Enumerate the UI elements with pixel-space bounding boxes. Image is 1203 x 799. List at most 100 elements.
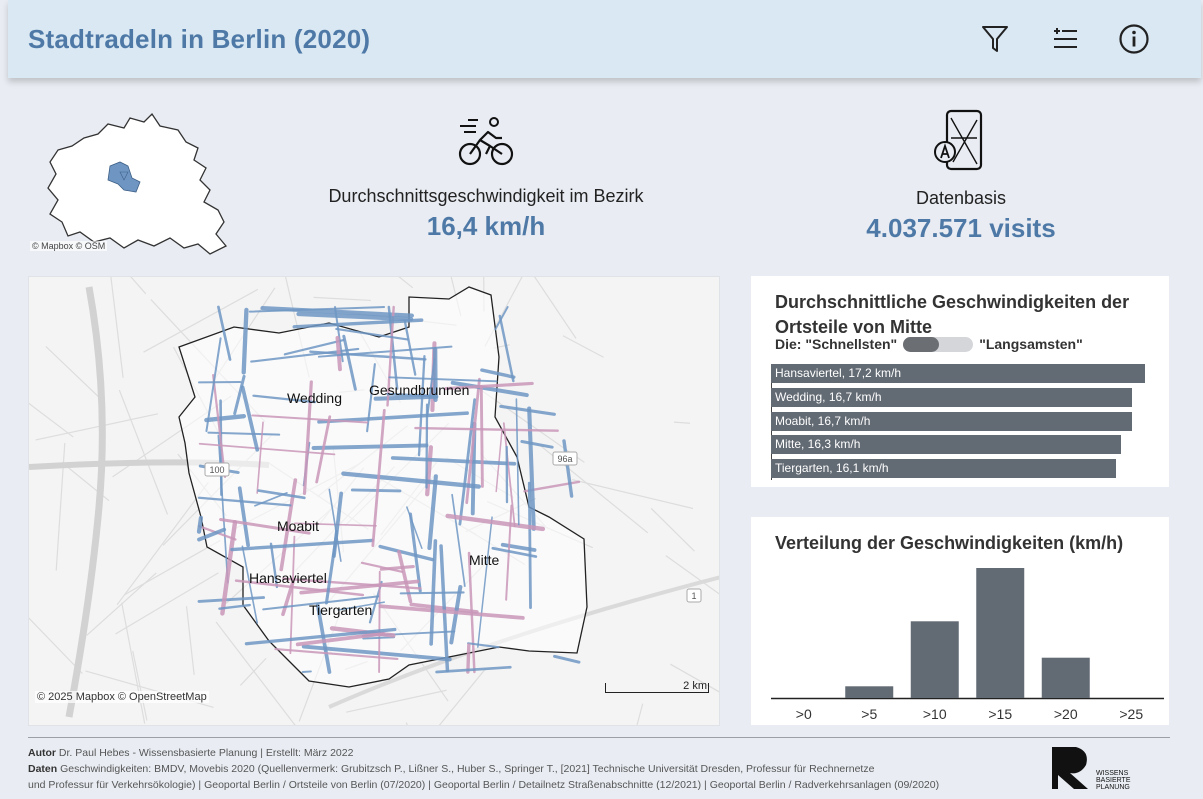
bike-route-segment[interactable] — [292, 318, 424, 329]
filter-icon[interactable] — [978, 22, 1012, 56]
bike-route-segment[interactable] — [212, 373, 227, 478]
info-icon[interactable] — [1117, 22, 1151, 56]
bike-route-segment[interactable] — [248, 306, 386, 313]
bike-route-segment[interactable] — [425, 445, 434, 497]
histogram-bar[interactable] — [1041, 657, 1090, 698]
bike-route-segment[interactable] — [234, 579, 365, 597]
bike-route-segment[interactable] — [403, 319, 417, 376]
ranking-bar-row[interactable]: Mitte, 16,3 km/h — [771, 435, 1151, 455]
bike-route-segment[interactable] — [465, 377, 481, 505]
legend-list-icon[interactable] — [1048, 22, 1082, 56]
bike-route-segment[interactable] — [311, 443, 429, 450]
bike-route-segment[interactable] — [388, 376, 498, 383]
histogram-bar[interactable] — [910, 621, 959, 698]
bike-route-segment[interactable] — [406, 506, 423, 549]
bike-route-segment[interactable] — [252, 394, 317, 404]
ranking-bar-row[interactable]: Tiergarten, 16,1 km/h — [771, 459, 1151, 479]
bike-route-segment[interactable] — [553, 654, 581, 664]
bike-route-segment[interactable] — [427, 474, 438, 551]
bike-route-segment[interactable] — [520, 439, 554, 449]
bike-route-segment[interactable] — [466, 643, 471, 674]
bike-route-segment[interactable] — [445, 513, 546, 532]
bike-route-segment[interactable] — [197, 496, 292, 507]
bike-route-segment[interactable] — [295, 631, 386, 647]
bike-route-segment[interactable] — [449, 584, 463, 645]
bike-route-segment[interactable] — [217, 305, 232, 361]
bike-route-segment[interactable] — [371, 408, 386, 548]
bike-route-segment[interactable] — [237, 486, 250, 548]
bike-route-segment[interactable] — [362, 636, 396, 640]
bike-route-segment[interactable] — [269, 542, 279, 589]
bike-route-segment[interactable] — [283, 338, 345, 356]
bike-route-segment[interactable] — [477, 516, 493, 648]
ranking-bar[interactable] — [771, 435, 1122, 455]
histogram-bar[interactable] — [845, 686, 894, 698]
bike-route-segment[interactable] — [414, 426, 559, 432]
ranking-bar[interactable] — [771, 364, 1145, 383]
bike-route-segment[interactable] — [378, 544, 435, 562]
bike-route-segment[interactable] — [451, 493, 466, 587]
bike-route-segment[interactable] — [390, 456, 517, 466]
bike-route-segment[interactable] — [386, 305, 395, 407]
bike-route-segment[interactable] — [315, 415, 332, 484]
map-credit[interactable]: © 2025 Mapbox © OpenStreetMap — [35, 691, 209, 703]
bike-route-segment[interactable] — [479, 385, 484, 488]
bike-route-segment[interactable] — [562, 439, 574, 498]
bike-route-segment[interactable] — [527, 406, 536, 531]
bike-route-segment[interactable] — [230, 538, 374, 552]
bike-route-segment[interactable] — [241, 545, 259, 624]
bike-route-segment[interactable] — [425, 403, 429, 489]
bike-route-segment[interactable] — [262, 595, 380, 611]
bike-route-segment[interactable] — [196, 515, 204, 534]
bike-route-segment[interactable] — [494, 306, 509, 331]
bike-route-segment[interactable] — [301, 670, 312, 673]
fast-slow-toggle[interactable] — [903, 336, 974, 352]
ranking-bar-row[interactable]: Wedding, 16,7 km/h — [771, 387, 1151, 407]
ranking-bar[interactable] — [771, 387, 1132, 407]
bike-route-segment[interactable] — [289, 535, 296, 655]
bike-route-segment[interactable] — [341, 471, 481, 489]
bike-route-segment[interactable] — [204, 414, 247, 423]
bike-route-segment[interactable] — [244, 627, 397, 646]
bike-route-segment[interactable] — [342, 334, 357, 391]
bike-route-segment[interactable] — [444, 381, 534, 391]
bike-route-segment[interactable] — [218, 603, 251, 610]
bike-route-segment[interactable] — [435, 665, 512, 674]
bike-route-segment[interactable] — [296, 311, 414, 322]
bike-route-segment[interactable] — [360, 561, 404, 573]
bike-route-segment[interactable] — [205, 337, 222, 433]
bike-route-segment[interactable] — [491, 546, 538, 558]
bike-route-segment[interactable] — [378, 570, 381, 673]
bike-route-segment[interactable] — [467, 642, 500, 649]
bike-route-segment[interactable] — [429, 539, 438, 646]
bike-route-segment[interactable] — [499, 404, 556, 416]
bike-route-segment[interactable] — [378, 604, 525, 620]
main-map[interactable]: 96a 1 100 Wedding Gesundbrunnen Moabit H… — [28, 276, 720, 726]
bike-route-segment[interactable] — [241, 307, 249, 375]
bike-route-segment[interactable] — [219, 517, 311, 535]
histogram-bar[interactable] — [976, 568, 1025, 698]
bike-route-segment[interactable] — [439, 544, 450, 673]
bike-route-segment[interactable] — [274, 647, 399, 661]
bike-route-segment[interactable] — [256, 421, 264, 494]
bike-route-segment[interactable] — [527, 481, 532, 609]
ranking-bar[interactable] — [771, 459, 1116, 479]
ranking-bar-row[interactable]: Moabit, 16,7 km/h — [771, 411, 1151, 431]
berlin-overview-map[interactable] — [28, 108, 238, 258]
bike-route-segment[interactable] — [335, 335, 342, 372]
bike-route-segment[interactable] — [426, 358, 436, 416]
bike-route-segment[interactable] — [408, 512, 422, 593]
bike-route-segment[interactable] — [328, 488, 342, 562]
bike-route-segment[interactable] — [282, 577, 422, 590]
ranking-bar-row[interactable]: Hansaviertel, 17,2 km/h — [771, 364, 1151, 383]
bike-route-segment[interactable] — [197, 527, 227, 542]
bike-route-segment[interactable] — [324, 529, 339, 605]
bike-route-segment[interactable] — [315, 603, 332, 674]
toggle-knob[interactable] — [903, 336, 940, 352]
bike-route-segment[interactable] — [301, 644, 452, 662]
bike-route-segment[interactable] — [317, 345, 453, 358]
bike-route-segment[interactable] — [257, 489, 306, 500]
bike-route-segment[interactable] — [260, 305, 414, 318]
bike-route-segment[interactable] — [450, 380, 529, 398]
bike-route-segment[interactable] — [480, 368, 516, 379]
